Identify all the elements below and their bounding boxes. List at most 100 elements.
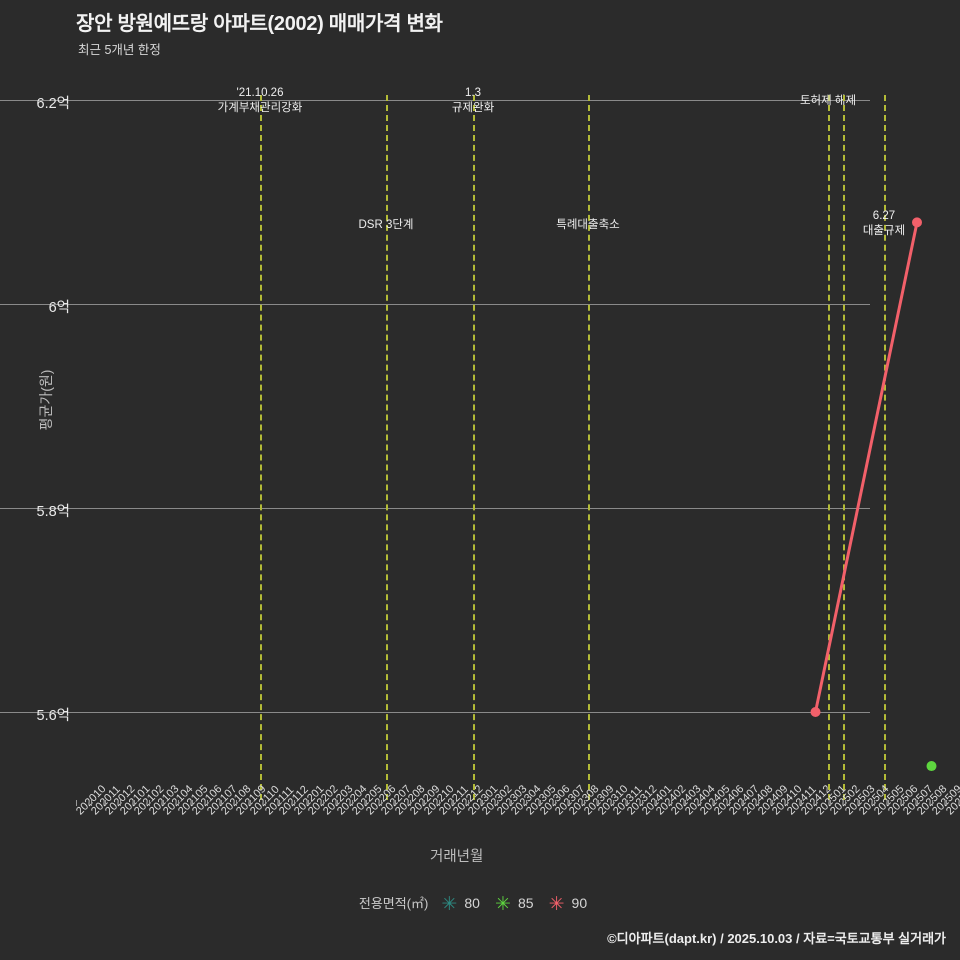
x-tick-mark	[728, 800, 730, 806]
chart-subtitle: 최근 5개년 한정	[78, 43, 161, 57]
series-point-85	[926, 761, 937, 772]
legend-marker-icon: ✳	[494, 894, 511, 915]
x-tick-mark	[772, 800, 773, 806]
series-line-90	[814, 222, 919, 713]
x-tick-mark	[583, 800, 585, 806]
x-tick-mark	[569, 800, 570, 806]
x-tick-mark	[279, 800, 280, 806]
x-tick-mark	[917, 800, 918, 806]
event-line-4	[828, 95, 830, 800]
x-tick-mark	[221, 800, 222, 806]
x-tick-mark	[76, 800, 77, 806]
x-tick-mark	[366, 800, 367, 806]
x-tick-mark	[786, 800, 788, 806]
x-tick-mark	[206, 800, 208, 806]
series-point-90	[912, 217, 922, 228]
event-line-2	[473, 95, 475, 800]
x-tick-mark	[859, 800, 860, 806]
x-tick-mark	[482, 800, 483, 806]
x-tick-mark	[409, 800, 411, 806]
legend-item-label: 80	[464, 895, 480, 911]
legend-item-label: 85	[517, 895, 534, 911]
x-tick-mark	[511, 800, 512, 806]
x-tick-mark	[743, 800, 744, 806]
ytick-label-1: 6억	[48, 300, 70, 316]
x-tick-mark	[699, 800, 701, 806]
x-tick-mark	[192, 800, 193, 806]
x-tick-mark	[105, 800, 106, 806]
x-tick-mark	[453, 800, 454, 806]
legend-item-85[interactable]: ✳ 85	[494, 894, 534, 915]
gridline-6.0	[0, 304, 870, 305]
x-tick-mark	[337, 800, 338, 806]
ytick-label-2: 5.8억	[36, 504, 71, 520]
x-tick-mark	[554, 800, 556, 806]
legend-marker-icon: ✳	[441, 894, 458, 915]
x-tick-mark	[467, 800, 469, 806]
x-tick-mark	[931, 800, 933, 806]
legend-title: 전용면적(㎡)	[358, 896, 429, 911]
x-tick-mark	[627, 800, 628, 806]
x-tick-mark	[380, 800, 382, 806]
event-line-3	[588, 95, 590, 800]
event-line-6	[884, 95, 886, 800]
x-tick-mark	[250, 800, 251, 806]
event-label-6: 6.27 대출규제	[794, 209, 960, 239]
x-tick-mark	[685, 800, 686, 806]
x-tick-mark	[90, 800, 92, 806]
event-label-line1: 6.27	[872, 210, 896, 222]
x-tick-mark	[525, 800, 527, 806]
gridline-6.2	[0, 100, 870, 101]
x-axis-title: 거래년월	[430, 849, 484, 865]
x-tick-mark	[395, 800, 396, 806]
event-line-5	[843, 95, 845, 800]
x-tick-mark	[264, 800, 266, 806]
legend-item-label: 90	[571, 895, 588, 911]
x-tick-mark	[351, 800, 353, 806]
gridline-5.6	[0, 712, 870, 713]
x-tick-mark	[177, 800, 179, 806]
x-axis-ticks: 202010 202011 202012 202101 202102 202103 2021…	[0, 783, 960, 860]
x-tick-mark	[815, 800, 817, 806]
x-tick-mark	[844, 800, 846, 806]
x-tick-mark	[714, 800, 715, 806]
x-tick-mark	[830, 800, 831, 806]
legend-marker-icon: ✳	[548, 894, 565, 915]
x-tick-mark	[496, 800, 498, 806]
x-tick-mark	[235, 800, 237, 806]
event-line-0	[260, 95, 262, 800]
x-tick-mark	[873, 800, 875, 806]
x-tick-mark	[757, 800, 759, 806]
event-label-line2: 대출규제	[862, 225, 906, 237]
legend-item-80[interactable]: ✳ 80	[440, 894, 480, 915]
x-tick-mark	[946, 800, 947, 806]
x-tick-mark	[308, 800, 309, 806]
x-tick-mark	[598, 800, 599, 806]
gridline-5.8	[0, 508, 870, 509]
x-tick-mark	[888, 800, 889, 806]
y-axis-title: 평균가(원)	[38, 369, 54, 431]
chart-title: 장안 방원예뜨랑 아파트(2002) 매매가격 변화	[76, 13, 443, 35]
x-tick-mark	[902, 800, 904, 806]
x-tick-mark	[540, 800, 541, 806]
x-tick-mark	[656, 800, 657, 806]
x-tick-mark	[424, 800, 425, 806]
ytick-label-3: 5.6억	[36, 708, 71, 724]
x-tick-mark	[119, 800, 121, 806]
x-tick-mark	[641, 800, 643, 806]
x-tick-mark	[293, 800, 295, 806]
x-tick-mark	[612, 800, 614, 806]
ytick-label-0: 6.2억	[36, 96, 71, 112]
x-tick-mark	[438, 800, 440, 806]
footer-credit: ©디아파트(dapt.kr) / 2025.10.03 / 자료=국토교통부 실…	[607, 931, 946, 946]
x-tick-mark	[801, 800, 802, 806]
legend-item-90[interactable]: ✳ 90	[548, 894, 588, 915]
x-tick-mark	[163, 800, 164, 806]
event-line-1	[386, 95, 388, 800]
x-tick-mark	[670, 800, 672, 806]
x-tick-mark	[134, 800, 135, 806]
x-tick-mark	[322, 800, 324, 806]
legend: 전용면적(㎡) ✳ 80 ✳ 85 ✳ 90	[0, 893, 960, 915]
x-tick-mark	[148, 800, 150, 806]
